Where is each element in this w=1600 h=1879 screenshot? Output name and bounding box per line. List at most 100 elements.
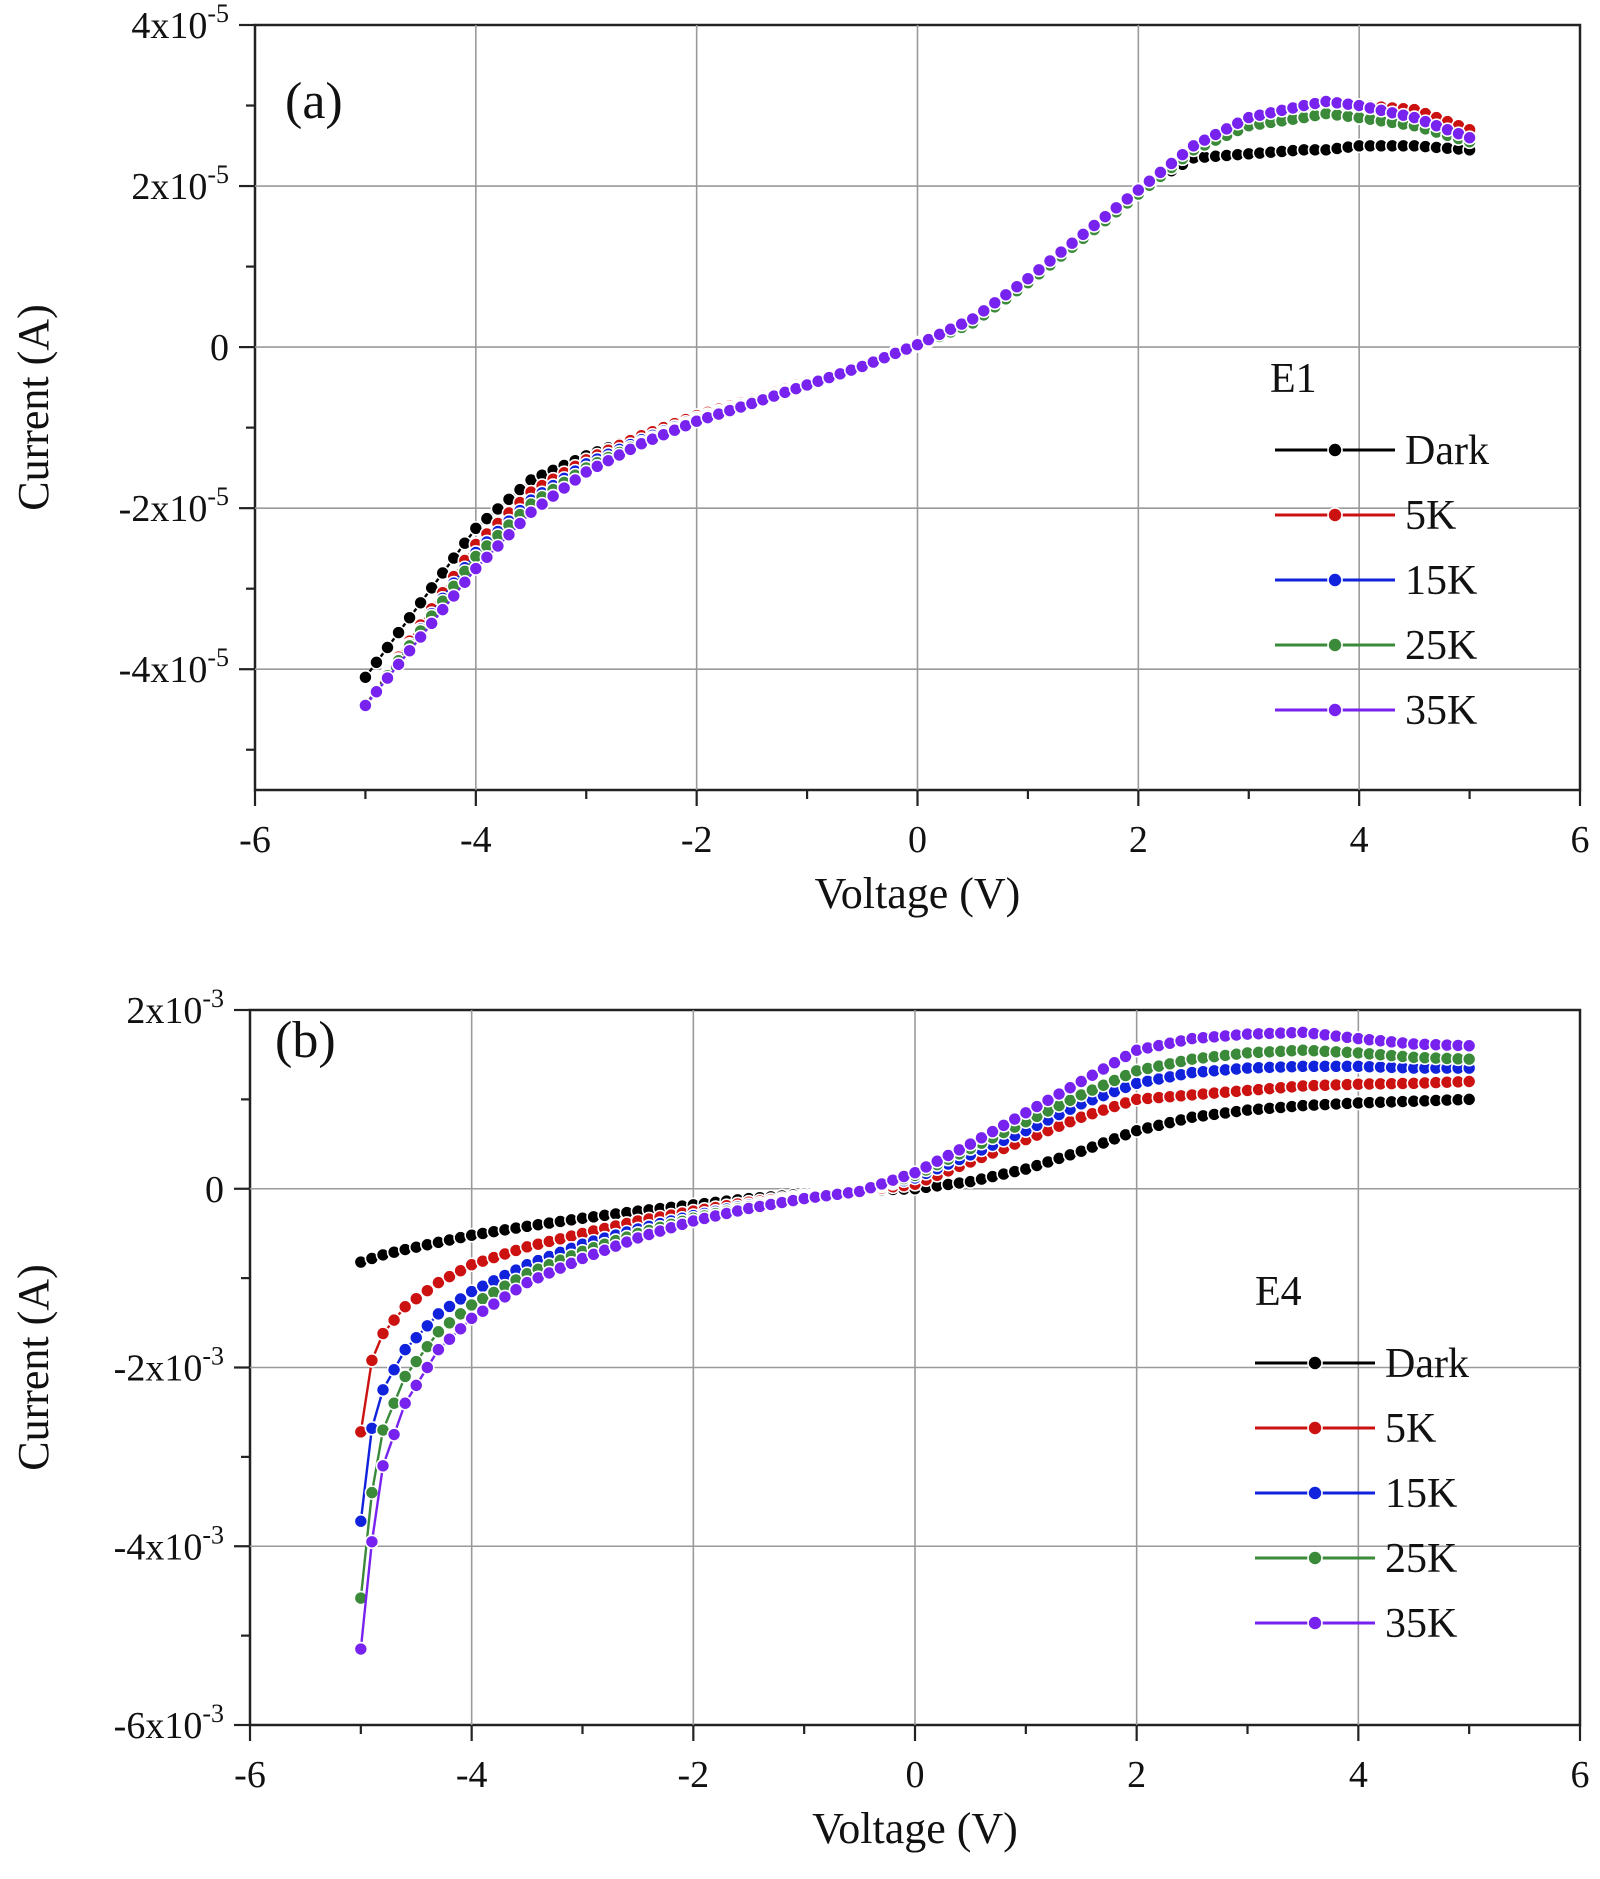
data-point <box>907 1165 923 1180</box>
y-tick-label: 0 <box>210 327 229 369</box>
x-axis-title: Voltage (V) <box>815 869 1021 918</box>
data-point <box>1142 173 1157 189</box>
data-point <box>1007 1111 1023 1127</box>
data-point <box>1461 1092 1477 1107</box>
x-tick-label: 2 <box>1127 1754 1146 1796</box>
data-point <box>567 472 583 488</box>
data-point <box>1097 209 1113 224</box>
data-point <box>402 610 417 625</box>
data-point <box>1462 130 1477 146</box>
data-point <box>386 1427 402 1442</box>
data-point <box>1031 262 1047 278</box>
data-point <box>1051 1086 1067 1102</box>
y-tick-label: -2x10-5 <box>119 482 229 530</box>
x-tick-label: -6 <box>239 819 271 861</box>
data-point <box>424 616 439 631</box>
data-point <box>985 1124 1000 1139</box>
legend-label: 5K <box>1405 493 1456 539</box>
data-point <box>369 655 384 670</box>
data-point <box>431 1275 446 1290</box>
data-point <box>446 588 462 604</box>
data-point <box>375 1458 391 1474</box>
data-point <box>397 1342 413 1357</box>
data-point <box>402 643 417 658</box>
x-tick-label: 4 <box>1350 819 1369 861</box>
data-point <box>1020 271 1036 286</box>
x-tick-label: 0 <box>908 819 927 861</box>
data-point <box>987 295 1003 311</box>
data-point <box>545 488 561 504</box>
data-point <box>475 1303 491 1319</box>
data-point <box>523 504 539 520</box>
data-point <box>364 1534 380 1550</box>
legend-a: E1 Dark 5K 15K 25K 35K <box>1270 356 1489 734</box>
legend-label: Dark <box>1405 428 1489 474</box>
data-point <box>1175 147 1190 162</box>
y-axis-title: Current (A) <box>9 1264 58 1471</box>
data-point <box>1164 156 1179 171</box>
y-tick-label: 4x10-5 <box>131 0 229 47</box>
legend-title: E4 <box>1255 1269 1302 1315</box>
x-tick-label: 6 <box>1571 819 1590 861</box>
legend-swatch-marker <box>1327 507 1343 523</box>
data-point <box>1461 1051 1477 1067</box>
legend-swatch-marker <box>1307 1355 1323 1371</box>
data-point <box>453 1291 468 1307</box>
y-tick-label: -2x10-3 <box>114 1342 224 1390</box>
data-point <box>380 640 395 655</box>
data-point <box>996 1117 1011 1133</box>
data-point <box>1107 1055 1122 1071</box>
legend-swatch-marker <box>1307 1550 1323 1566</box>
data-point <box>929 1153 945 1169</box>
data-point <box>431 1342 446 1357</box>
data-point <box>442 1315 457 1331</box>
x-tick-label: -4 <box>460 819 492 861</box>
data-point <box>501 527 517 543</box>
series-35k-a <box>358 94 1477 713</box>
data-point <box>431 1306 446 1322</box>
data-point <box>353 1590 369 1606</box>
legend-label: 35K <box>1385 1601 1457 1647</box>
legend-b: E4 Dark 5K 15K 25K 35K <box>1255 1269 1469 1647</box>
data-point <box>1073 1074 1089 1089</box>
data-point <box>486 1296 502 1312</box>
legend-label: 15K <box>1405 558 1477 604</box>
legend-swatch-marker <box>1327 702 1343 718</box>
legend-title: E1 <box>1270 356 1317 402</box>
data-point <box>408 1378 424 1393</box>
data-point <box>413 595 428 611</box>
legend-label: 25K <box>1385 1536 1457 1582</box>
data-point <box>375 1326 391 1341</box>
x-tick-label: -2 <box>678 1754 710 1796</box>
data-point <box>420 1360 435 1375</box>
data-point <box>358 698 373 713</box>
data-point <box>391 625 406 640</box>
data-point <box>918 1159 934 1175</box>
legend-swatch-marker <box>1307 1485 1323 1501</box>
legend-label: 35K <box>1405 688 1477 734</box>
data-point <box>413 629 428 645</box>
data-point <box>1153 165 1168 180</box>
data-point <box>534 496 550 512</box>
data-point <box>353 1513 369 1529</box>
data-point <box>1042 253 1058 269</box>
y-tick-label: -4x10-5 <box>119 643 229 691</box>
legend-label: Dark <box>1385 1341 1469 1387</box>
panel-label: (b) <box>275 1012 336 1069</box>
data-point <box>974 1130 989 1146</box>
data-point <box>408 1291 424 1306</box>
chart-panel-a: -6 -4 -2 0 2 4 6 -4x10-5 -2x10-5 0 2x10-5 4x10-5 Vol… <box>9 0 1590 918</box>
data-point <box>1064 235 1080 251</box>
data-point <box>1131 182 1146 198</box>
data-point <box>1086 218 1102 233</box>
legend-label: 5K <box>1385 1406 1436 1452</box>
legend-swatch-marker <box>1327 637 1343 653</box>
data-point <box>397 1369 413 1384</box>
data-point <box>380 670 395 686</box>
legend-swatch-marker <box>1327 442 1343 458</box>
data-point <box>464 1311 479 1326</box>
data-point <box>1096 1061 1111 1077</box>
x-tick-label: -2 <box>681 819 713 861</box>
data-point <box>386 1312 402 1328</box>
data-point <box>442 1269 457 1284</box>
